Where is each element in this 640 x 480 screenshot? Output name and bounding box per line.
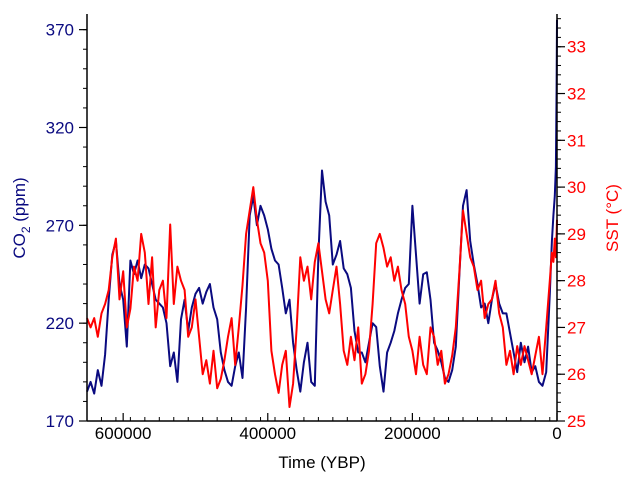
y-right-tick-label: 32 xyxy=(567,85,586,104)
x-axis-title: Time (YBP) xyxy=(278,453,365,472)
labels-layer: Time (YBP) SST (°C) CO2 (ppm) xyxy=(10,177,622,472)
y-left-axis-title: CO2 (ppm) xyxy=(10,177,33,258)
y-left-tick-label: 270 xyxy=(46,216,74,235)
x-tick-label: 200000 xyxy=(384,424,441,443)
axes-layer: 600000 400000 200000 0 170 220 270 320 370 25 26 27… xyxy=(46,14,586,443)
series-layer xyxy=(86,19,558,408)
y-right-tick-label: 28 xyxy=(567,272,586,291)
y-left-title-unit: (ppm) xyxy=(10,177,29,226)
y-left-title-subscript: 2 xyxy=(19,226,33,233)
y-right-axis-title: SST (°C) xyxy=(603,184,622,252)
y-left-tick-label: 320 xyxy=(46,118,74,137)
y-right-tick-label: 27 xyxy=(567,318,586,337)
y-left-tick-label: 220 xyxy=(46,314,74,333)
y-left-tick-label: 170 xyxy=(46,412,74,431)
y-right-tick-label: 25 xyxy=(567,412,586,431)
x-tick-label: 600000 xyxy=(95,424,152,443)
y-right-tick-label: 29 xyxy=(567,225,586,244)
y-right-tick-label: 31 xyxy=(567,131,586,150)
y-right-tick-label: 33 xyxy=(567,38,586,57)
x-tick-label: 400000 xyxy=(239,424,296,443)
x-tick-label: 0 xyxy=(552,424,561,443)
y-left-tick-label: 370 xyxy=(46,21,74,40)
y-right-tick-label: 30 xyxy=(567,178,586,197)
co2-series-line xyxy=(86,19,558,395)
y-right-tick-label: 26 xyxy=(567,365,586,384)
y-left-title-main: CO xyxy=(10,233,29,259)
sst-series-line xyxy=(86,186,558,408)
